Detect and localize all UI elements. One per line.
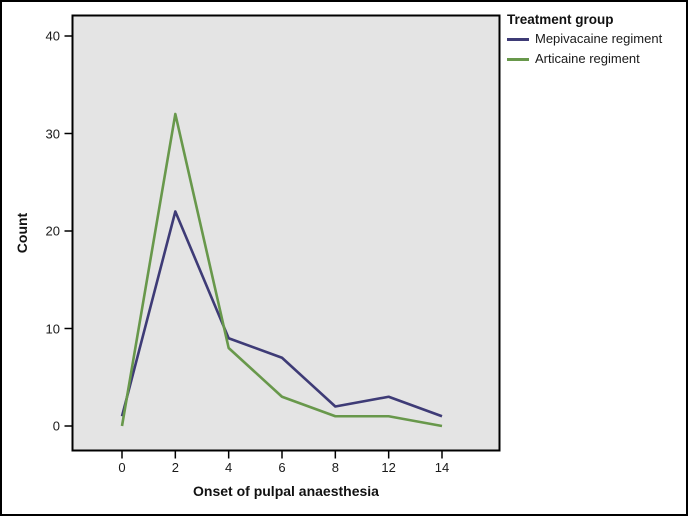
legend-label: Articaine regiment <box>535 50 640 66</box>
y-tick-label: 0 <box>52 418 60 434</box>
x-tick-label: 4 <box>225 460 233 475</box>
plot-area <box>71 14 501 452</box>
y-tick-label: 30 <box>45 126 60 141</box>
legend-swatch <box>507 37 529 41</box>
x-tick-label: 14 <box>434 460 450 475</box>
x-tick-label: 12 <box>381 460 396 475</box>
y-tick-label: 20 <box>45 223 60 239</box>
y-tick-label: 40 <box>45 28 60 44</box>
y-tick-label: 10 <box>45 321 60 336</box>
legend-title: Treatment group <box>507 12 614 27</box>
legend: Treatment group Mepivacaine regiment Arti… <box>507 12 685 67</box>
legend-label: Mepivacaine regiment <box>535 31 663 46</box>
legend-items: Mepivacaine regiment Articaine regiment <box>507 31 685 67</box>
x-axis-title: Onset of pulpal anaesthesia <box>193 483 379 499</box>
series-line-articaine <box>120 112 443 428</box>
x-tick-label: 0 <box>118 460 126 475</box>
legend-item: Articaine regiment <box>507 50 685 67</box>
x-tick-label: 2 <box>171 460 179 475</box>
x-tick-label: 8 <box>331 460 339 475</box>
legend-swatch <box>507 57 529 61</box>
y-axis-title: Count <box>14 212 30 254</box>
legend-item: Mepivacaine regiment <box>507 31 685 47</box>
x-tick-label: 6 <box>278 460 286 475</box>
series-line-mepivacaine <box>120 210 443 418</box>
